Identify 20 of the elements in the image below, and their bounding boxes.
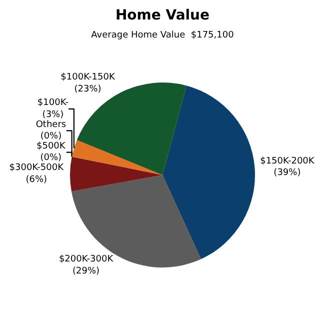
chart-subtitle: Average Home Value $175,100	[91, 30, 234, 41]
pie-slice	[162, 86, 255, 260]
slice-label: $300K-500K	[9, 163, 65, 174]
slice-label: $100K-	[37, 98, 69, 108]
pie-slice	[72, 140, 162, 175]
slice-label: $100K-150K	[60, 72, 116, 83]
slice-label: $200K-300K	[58, 254, 114, 265]
pie-slice	[70, 156, 162, 192]
pie-slice	[76, 82, 186, 175]
data-label: (6%)	[26, 174, 48, 185]
chart-title: Home Value	[115, 8, 210, 24]
data-label: (39%)	[274, 168, 301, 178]
data-label: (23%)	[74, 84, 102, 94]
data-label: (29%)	[72, 266, 100, 276]
text: (0%)	[40, 153, 62, 164]
slice-label: $150K-200K	[260, 156, 316, 166]
category-label: Others	[36, 120, 66, 130]
data-label: (3%)	[42, 110, 64, 120]
text: (0%)	[40, 131, 62, 142]
category-label: $500K	[36, 141, 66, 152]
